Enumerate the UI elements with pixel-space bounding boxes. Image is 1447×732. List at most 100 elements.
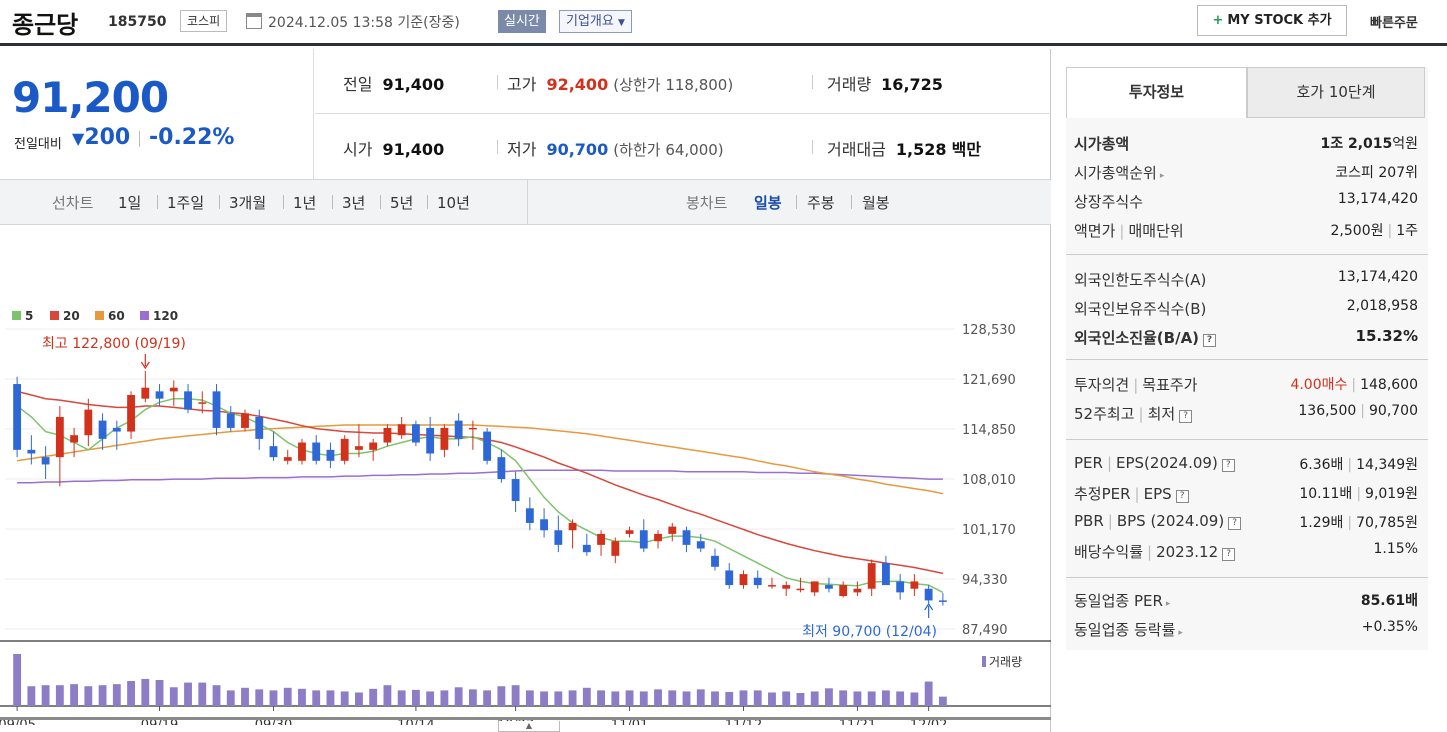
volume-bar <box>269 690 278 706</box>
volume-bar <box>255 689 264 706</box>
sector-change-label: 동일업종 등락률 <box>1074 621 1176 639</box>
sector-change-link[interactable]: 동일업종 등락률 ▸ <box>1074 619 1183 640</box>
volume-bar <box>525 690 534 706</box>
period-10y[interactable]: 10년 <box>437 194 470 212</box>
volume-bar <box>184 682 192 706</box>
high-value: 92,400 <box>546 75 609 94</box>
corp-overview-dropdown[interactable]: 기업개요 ▼ <box>559 10 632 33</box>
volume-bar <box>725 691 734 706</box>
volume-bar <box>13 654 22 706</box>
candle-body <box>340 438 349 461</box>
tab-hoga[interactable]: 호가 10단계 <box>1247 67 1425 118</box>
period-1w[interactable]: 1주일 <box>167 194 205 212</box>
period-3y[interactable]: 3년 <box>342 194 366 212</box>
info-row: 추정PER | EPS? 10.11배 | 9,019원 <box>1074 483 1418 505</box>
candle-body <box>27 449 36 454</box>
candle-body <box>668 526 677 534</box>
legend-label: 20 <box>63 309 80 323</box>
market-cap-number: 1조 2,015 <box>1320 136 1393 152</box>
tab-invest-info[interactable]: 투자정보 <box>1066 67 1247 118</box>
target-price-text: 목표주가 <box>1142 376 1198 394</box>
candle-body <box>70 435 79 443</box>
chevron-down-icon: ▼ <box>617 18 625 28</box>
volume-bar <box>839 690 848 706</box>
candle-body <box>611 541 620 556</box>
high-label: 고가 <box>507 75 537 94</box>
market-cap-value: 1조 2,015억원 <box>1320 133 1418 153</box>
low-price: 저가 90,700 (하한가 64,000) <box>507 136 724 160</box>
candle-weekly[interactable]: 주봉 <box>807 194 835 212</box>
open-label: 시가 <box>343 140 373 159</box>
help-icon[interactable]: ? <box>1179 410 1193 423</box>
legend-swatch <box>95 311 104 320</box>
help-icon[interactable]: ? <box>1222 548 1236 561</box>
y-tick-label: 87,490 <box>962 623 1008 638</box>
opinion-label: 투자의견 | 목표주가 <box>1074 374 1197 395</box>
candle-body <box>312 442 321 461</box>
candle-body <box>468 427 477 430</box>
divider <box>157 195 158 209</box>
candle-body <box>910 581 919 589</box>
volume-bar <box>468 689 477 706</box>
volume-bar <box>497 686 506 706</box>
amount-label: 거래대금 <box>827 140 886 159</box>
expand-handle[interactable]: ▲ <box>498 721 560 732</box>
x-tick-label: 11/01 <box>611 718 648 725</box>
candle-body <box>782 585 791 589</box>
candlestick-chart[interactable]: 5 20 60 120 128,530 121,690 114,850 108,010 101… <box>0 225 1051 725</box>
volume-bar <box>554 691 563 706</box>
help-icon[interactable]: ? <box>1175 490 1189 503</box>
chart-svg[interactable]: 5 20 60 120 128,530 121,690 114,850 108,010 101… <box>0 225 1051 725</box>
foreign-ratio-value: 15.32% <box>1355 327 1418 345</box>
listed-shares-label: 상장주식수 <box>1074 193 1144 211</box>
volume-bar <box>896 691 905 706</box>
info-row: 52주최고 | 최저? 136,500 | 90,700 <box>1074 403 1418 425</box>
candle-body <box>810 581 819 593</box>
volume-bar <box>355 692 363 706</box>
volume-bar <box>924 681 933 706</box>
divider <box>332 195 333 209</box>
period-1d[interactable]: 1일 <box>118 194 142 212</box>
per-label: PER | EPS(2024.09)? <box>1074 454 1235 472</box>
help-icon[interactable]: ? <box>1221 459 1235 472</box>
52week-low-value: 90,700 <box>1369 403 1418 419</box>
market-cap-rank-link[interactable]: 시가총액순위 ▸ <box>1074 162 1164 183</box>
add-mystock-button[interactable]: + MY STOCK 추가 <box>1197 5 1347 36</box>
candle-body <box>867 563 876 589</box>
candle-body <box>369 442 378 450</box>
help-icon[interactable]: ? <box>1203 334 1217 347</box>
volume-bar <box>112 684 121 706</box>
volume-bar <box>881 690 890 706</box>
change-label: 전일대비 <box>14 137 62 152</box>
candle-body <box>924 588 933 601</box>
realtime-button[interactable]: 실시간 <box>498 10 546 33</box>
quick-order-link[interactable]: 빠른주문 <box>1370 16 1418 31</box>
candle-body <box>269 446 278 458</box>
par-value: 2,500원 | 1주 <box>1331 220 1418 240</box>
volume-bar <box>198 682 207 706</box>
candle-body <box>896 581 905 593</box>
candle-body <box>639 530 648 549</box>
volume-bar <box>55 685 64 706</box>
sector-per-link[interactable]: 동일업종 PER ▸ <box>1074 590 1170 611</box>
period-1y[interactable]: 1년 <box>293 194 317 212</box>
opinion-value: 4.00매수 | 148,600 <box>1290 374 1418 394</box>
candle-body <box>739 574 748 586</box>
candle-daily[interactable]: 일봉 <box>754 194 782 212</box>
period-5y[interactable]: 5년 <box>390 194 414 212</box>
investment-info-panel: 투자정보 호가 10단계 시가총액 1조 2,015억원 시가총액순위 ▸ 코스피… <box>1066 67 1428 650</box>
volume-bar <box>625 690 634 706</box>
volume-bar <box>283 687 292 706</box>
bps-text: BPS (2024.09) <box>1116 512 1225 530</box>
help-icon[interactable]: ? <box>1228 517 1242 530</box>
volume-bar <box>241 687 249 706</box>
divider: | <box>1119 222 1125 240</box>
y-tick-label: 101,170 <box>962 523 1016 538</box>
chart-legend: 5 20 60 120 <box>12 309 178 323</box>
foreign-holding-label: 외국인보유주식수(B) <box>1074 300 1207 318</box>
volume-bar <box>169 687 178 706</box>
volume-bar <box>867 691 876 706</box>
candle-monthly[interactable]: 월봉 <box>862 194 890 212</box>
period-3m[interactable]: 3개월 <box>229 194 267 212</box>
current-price: 91,200 <box>12 73 169 122</box>
